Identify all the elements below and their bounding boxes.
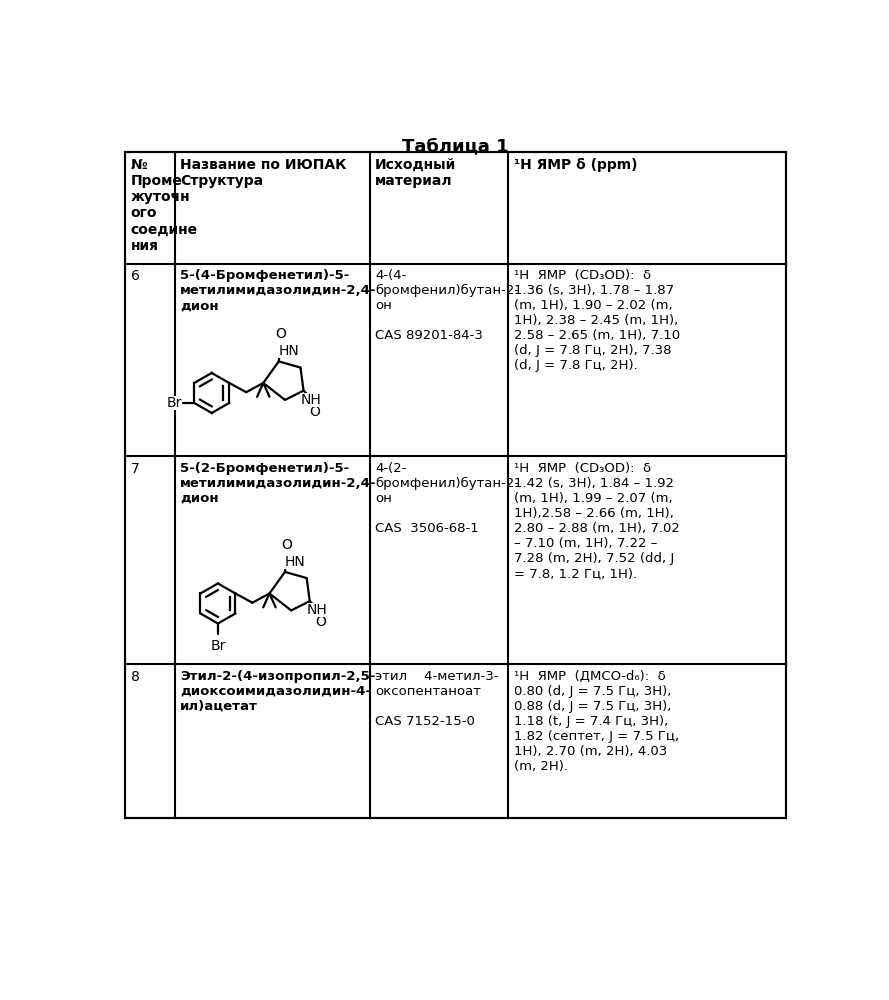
Text: 4-(4-
бромфенил)бутан-2-
он

CAS 89201-84-3: 4-(4- бромфенил)бутан-2- он CAS 89201-84… [375,269,519,342]
Text: ¹H  ЯМР  (CD₃OD):  δ
1.36 (s, 3H), 1.78 – 1.87
(m, 1H), 1.90 – 2.02 (m,
1H), 2.3: ¹H ЯМР (CD₃OD): δ 1.36 (s, 3H), 1.78 – 1… [514,269,680,372]
Text: 5-(4-Бромфенетил)-5-
метилимидазолидин-2,4-
дион: 5-(4-Бромфенетил)-5- метилимидазолидин-2… [180,269,377,312]
Text: NH: NH [300,393,321,407]
Text: O: O [316,615,326,629]
Text: 4-(2-
бромфенил)бутан-2-
он

CAS  3506-68-1: 4-(2- бромфенил)бутан-2- он CAS 3506-68-… [375,462,519,535]
Text: 8: 8 [131,670,140,684]
Text: ¹H ЯМР δ (ppm): ¹H ЯМР δ (ppm) [514,158,637,172]
Text: O: O [275,327,285,341]
Bar [125,152,786,818]
Text: Исходный
материал: Исходный материал [375,158,456,188]
Text: 6: 6 [131,269,140,283]
Text: №
Проме
жуточн
ого
соедине
ния: № Проме жуточн ого соедине ния [131,158,197,253]
Text: ¹H  ЯМР  (CD₃OD):  δ
1.42 (s, 3H), 1.84 – 1.92
(m, 1H), 1.99 – 2.07 (m,
1H),2.58: ¹H ЯМР (CD₃OD): δ 1.42 (s, 3H), 1.84 – 1… [514,462,680,580]
Text: 7: 7 [131,462,140,476]
Text: Br: Br [166,396,182,410]
Text: Этил-2-(4-изопропил-2,5-
диоксоимидазолидин-4-
ил)ацетат: Этил-2-(4-изопропил-2,5- диоксоимидазоли… [180,670,375,713]
Text: HN: HN [284,555,305,569]
Text: ¹H  ЯМР  (ДМСО-d₆):  δ
0.80 (d, J = 7.5 Гц, 3H),
0.88 (d, J = 7.5 Гц, 3H),
1.18 : ¹H ЯМР (ДМСО-d₆): δ 0.80 (d, J = 7.5 Гц,… [514,670,679,773]
Text: этил    4-метил-3-
оксопентаноат

CAS 7152-15-0: этил 4-метил-3- оксопентаноат CAS 7152-1… [375,670,499,728]
Text: Таблица 1: Таблица 1 [403,137,509,155]
Text: O: O [309,405,320,419]
Text: O: O [281,538,292,552]
Text: Название по ИЮПАК
Структура: Название по ИЮПАК Структура [180,158,347,188]
Text: 5-(2-Бромфенетил)-5-
метилимидазолидин-2,4-
дион: 5-(2-Бромфенетил)-5- метилимидазолидин-2… [180,462,377,505]
Text: NH: NH [307,603,327,617]
Text: HN: HN [278,344,299,358]
Text: Br: Br [210,639,226,653]
